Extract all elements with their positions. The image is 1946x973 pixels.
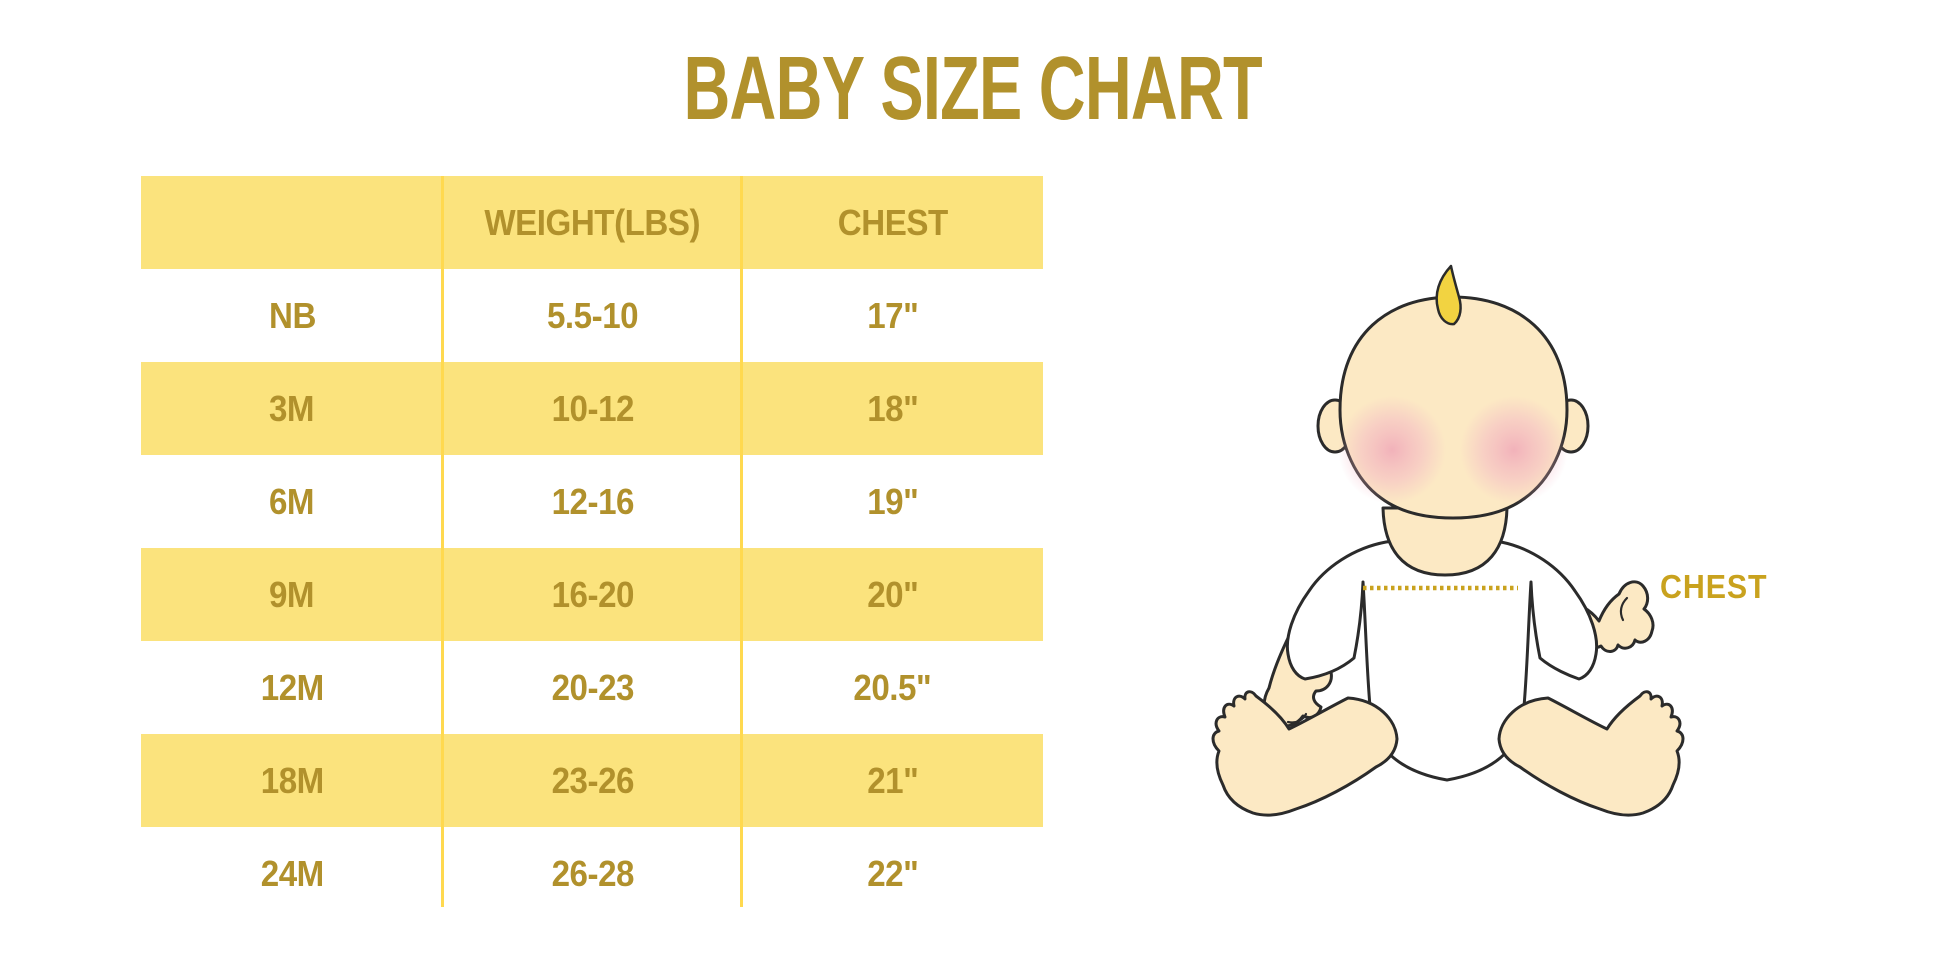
chest-cell: 18" <box>866 387 919 429</box>
column-divider <box>441 176 444 907</box>
baby-hair-curl <box>1435 264 1462 326</box>
baby-illustration <box>1130 230 1830 850</box>
size-table: WEIGHT(LBS) CHEST NB 5.5-10 17" 3M 10-12… <box>141 176 1043 920</box>
table-row: 6M 12-16 19" <box>141 455 1043 548</box>
baby-drawing <box>1211 264 1685 817</box>
size-cell: 9M <box>269 573 315 615</box>
page-title-text: BABY SIZE CHART <box>683 39 1263 139</box>
weight-cell: 20-23 <box>551 666 634 708</box>
size-cell: 6M <box>269 480 315 522</box>
table-row: 3M 10-12 18" <box>141 362 1043 455</box>
baby-neck <box>1381 506 1509 577</box>
baby-right-blush <box>1460 396 1568 504</box>
baby-left-blush <box>1338 396 1446 504</box>
table-row: 9M 16-20 20" <box>141 548 1043 641</box>
weight-cell: 26-28 <box>551 852 634 894</box>
weight-cell: 10-12 <box>551 387 634 429</box>
column-divider <box>740 176 743 907</box>
size-cell: 18M <box>260 759 324 801</box>
table-header-row: WEIGHT(LBS) CHEST <box>141 176 1043 269</box>
size-cell: 24M <box>260 852 324 894</box>
header-size-cell <box>141 176 443 269</box>
table-row: NB 5.5-10 17" <box>141 269 1043 362</box>
weight-cell: 23-26 <box>551 759 634 801</box>
chest-measurement-label: CHEST <box>1660 568 1768 605</box>
weight-cell: 16-20 <box>551 573 634 615</box>
baby-right-leg <box>1497 690 1685 817</box>
baby-left-hand-crease <box>1286 712 1308 724</box>
table-row: 12M 20-23 20.5" <box>141 641 1043 734</box>
table-row: 24M 26-28 22" <box>141 827 1043 920</box>
baby-right-thumb-crease <box>1619 596 1629 622</box>
chest-cell: 20" <box>866 573 919 615</box>
chest-cell: 20.5" <box>853 666 932 708</box>
weight-cell: 12-16 <box>551 480 634 522</box>
chest-cell: 19" <box>866 480 919 522</box>
table-row: 18M 23-26 21" <box>141 734 1043 827</box>
size-cell: 12M <box>260 666 324 708</box>
header-chest-cell: CHEST <box>837 201 948 243</box>
size-cell: NB <box>268 294 316 336</box>
header-weight-cell: WEIGHT(LBS) <box>484 201 701 243</box>
size-cell: 3M <box>269 387 315 429</box>
chest-cell: 22" <box>866 852 919 894</box>
page-title: BABY SIZE CHART <box>0 44 1946 134</box>
chest-cell: 21" <box>866 759 919 801</box>
baby-left-leg <box>1211 690 1399 817</box>
chest-cell: 17" <box>866 294 919 336</box>
weight-cell: 5.5-10 <box>546 294 639 336</box>
